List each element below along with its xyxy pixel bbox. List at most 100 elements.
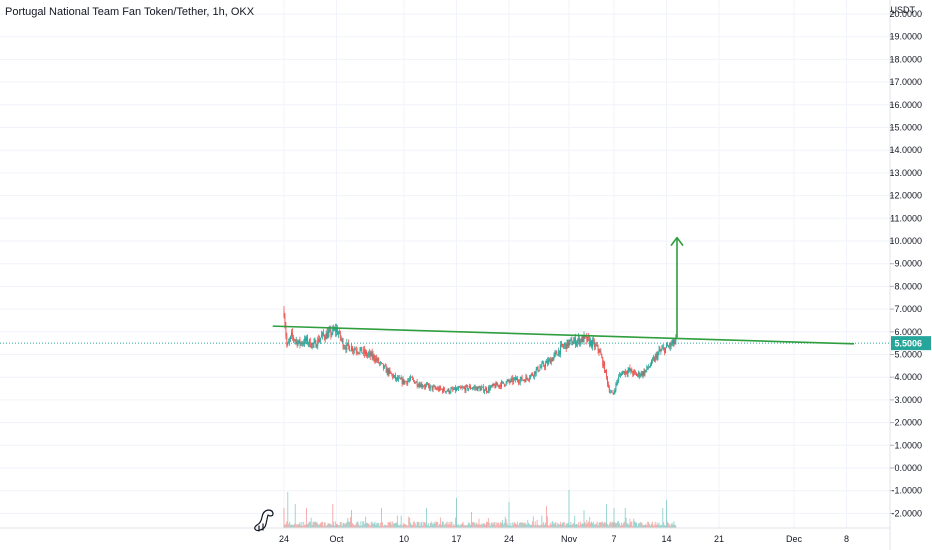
candle-body — [671, 343, 673, 346]
volume-bar — [449, 524, 451, 528]
candle-body — [639, 375, 641, 377]
candle-body — [305, 338, 307, 342]
candle-body — [562, 346, 564, 347]
volume-bar — [301, 522, 303, 528]
candle-body — [291, 332, 292, 336]
candle-body — [310, 346, 312, 348]
volume-bar — [334, 525, 336, 528]
volume-bar — [456, 524, 458, 528]
volume-bar — [399, 524, 401, 528]
volume-bar — [360, 521, 362, 528]
candle-body — [398, 377, 400, 379]
tradingview-dino-icon[interactable] — [254, 509, 274, 532]
candle-body — [663, 347, 665, 349]
candle-body — [482, 386, 484, 388]
volume-bar — [395, 522, 397, 528]
volume-bar — [335, 521, 337, 528]
candle-body — [570, 339, 572, 340]
price-tick-label: 16.0000 — [889, 100, 922, 110]
volume-bar — [299, 522, 301, 528]
volume-bar — [484, 523, 486, 528]
volume-bar — [452, 525, 454, 528]
volume-bar — [371, 521, 373, 528]
candle-body — [441, 388, 442, 390]
volume-bar — [314, 521, 316, 528]
volume-bar — [533, 525, 535, 528]
volume-bar — [366, 522, 367, 528]
candle-body — [464, 387, 466, 392]
candle-body — [611, 391, 613, 393]
candle-body — [411, 376, 412, 378]
volume-bar — [365, 516, 367, 528]
candle-body — [555, 351, 557, 353]
candle-body — [397, 377, 399, 380]
candle-body — [369, 352, 371, 357]
volume-bar — [346, 522, 348, 528]
last-price-label: 5.5006 — [894, 339, 922, 349]
candle-body — [442, 387, 444, 392]
volume-bar — [294, 504, 296, 528]
candle-body — [299, 339, 301, 345]
candle-body — [501, 381, 502, 388]
volume-bar — [402, 523, 404, 528]
volume-bar — [387, 521, 389, 528]
candle-body — [546, 361, 547, 364]
volume-bar — [326, 525, 328, 528]
volume-bar — [651, 523, 652, 528]
candle-body — [360, 347, 362, 350]
candle-body — [633, 370, 635, 375]
candle-body — [618, 376, 620, 381]
candle-body — [463, 387, 465, 389]
volume-bar — [297, 524, 299, 528]
volume-bar — [374, 521, 376, 528]
candle-body — [383, 365, 385, 369]
volume-bar — [289, 521, 291, 528]
drawings[interactable] — [0, 236, 890, 345]
candle-body — [528, 379, 530, 381]
candle-body — [434, 386, 436, 389]
volume-bar — [524, 522, 526, 528]
volume-bar — [645, 523, 647, 528]
candle-body — [437, 387, 439, 390]
candle-body — [432, 386, 434, 390]
candle-body — [648, 367, 650, 369]
candle-body — [537, 366, 539, 372]
volume-bar — [663, 522, 665, 528]
candle-body — [426, 383, 428, 385]
candle-body — [565, 343, 567, 350]
volume-bar — [515, 523, 517, 528]
volume-bar — [521, 522, 523, 528]
candle-body — [381, 363, 383, 364]
volume-bar — [655, 525, 657, 528]
candle-body — [453, 389, 455, 391]
candle-body — [405, 381, 407, 382]
candle-body — [424, 386, 426, 388]
candle-body — [355, 349, 357, 352]
candle-body — [494, 385, 496, 388]
candle-body — [295, 340, 297, 341]
volume-bar — [592, 521, 594, 528]
candle-body — [517, 380, 519, 383]
volume-bar — [363, 521, 365, 528]
candle-body — [561, 343, 562, 345]
time-tick-label: Oct — [329, 534, 344, 544]
price-axis[interactable]: 20.0000 19.0000 18.0000 17.0000 16.0000 15.00… — [889, 0, 931, 550]
candle-body — [653, 358, 655, 362]
candle-body — [426, 384, 427, 386]
candle-body — [533, 371, 535, 377]
volume-bar — [539, 524, 541, 528]
price-tick-label: 15.0000 — [889, 123, 922, 133]
volume-bar — [362, 521, 364, 528]
volume-bar — [415, 525, 417, 528]
volume-bar — [403, 524, 405, 528]
volume-bar — [489, 525, 491, 528]
volume-bar — [352, 524, 354, 528]
volume-bar — [593, 524, 595, 528]
candle-body — [404, 381, 406, 384]
volume-bar — [397, 524, 399, 528]
time-axis[interactable]: 24 Oct 10 17 24 Nov 7 14 21 Dec 8 — [0, 527, 890, 544]
candle-body — [462, 387, 464, 389]
price-tick-label: 3.0000 — [894, 395, 922, 405]
volume-bar — [423, 521, 425, 528]
